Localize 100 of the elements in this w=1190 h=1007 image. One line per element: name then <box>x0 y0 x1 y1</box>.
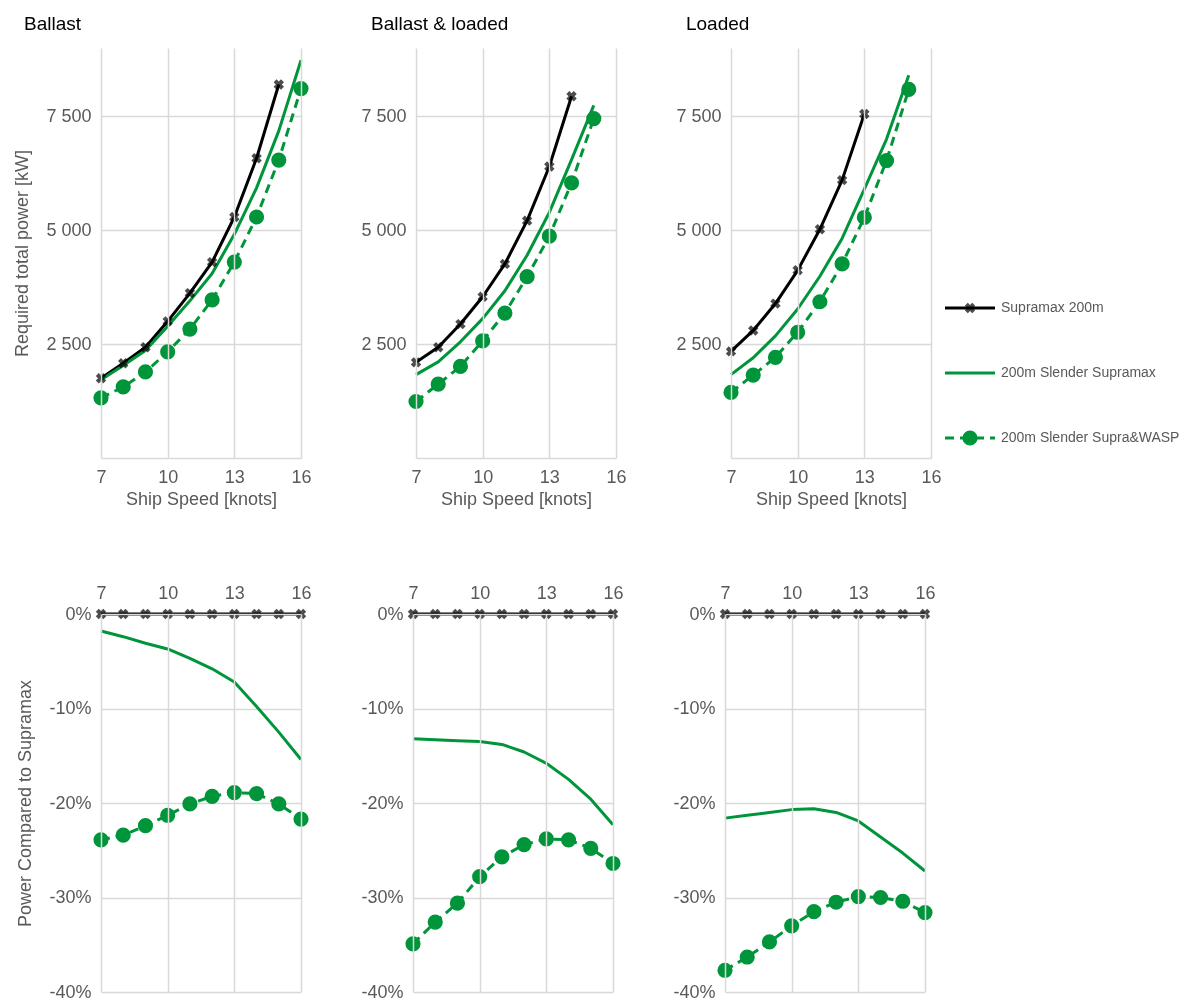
point <box>226 785 242 801</box>
y-tick-label: -10% <box>361 698 404 718</box>
point <box>229 608 240 620</box>
point <box>518 608 530 620</box>
point <box>472 869 488 885</box>
point <box>566 91 577 102</box>
point <box>494 849 510 865</box>
x-tick-label: 7 <box>408 582 419 603</box>
y-tick-label: -40% <box>49 981 92 1002</box>
y-tick-label: 2 500 <box>361 333 407 354</box>
point <box>430 376 446 392</box>
point <box>516 837 532 853</box>
point <box>477 291 488 302</box>
point <box>828 894 844 910</box>
point <box>585 608 596 620</box>
y-tick-label: 2 500 <box>676 333 722 354</box>
point <box>830 608 842 620</box>
point <box>901 81 917 98</box>
x-tick-label: 10 <box>788 466 809 487</box>
y-tick-label: 5 000 <box>676 219 722 240</box>
point <box>521 215 533 226</box>
point <box>742 608 753 620</box>
x-tick-label: 10 <box>782 582 803 603</box>
chart-title: Ballast <box>23 13 82 34</box>
y-tick-label: 2 500 <box>46 333 92 354</box>
point <box>499 258 511 270</box>
line-series <box>411 737 615 827</box>
point <box>430 608 441 620</box>
legend-label: 200m Slender Supramax <box>1001 364 1156 380</box>
point <box>814 224 826 235</box>
chart-title: Loaded <box>685 13 750 34</box>
x-tick-label: 10 <box>158 466 179 487</box>
y-axis-title: Power Compared to Supramax <box>15 679 36 928</box>
point <box>184 287 196 299</box>
point <box>248 209 265 225</box>
x-tick-label: 10 <box>470 582 491 603</box>
y-tick-label: -40% <box>673 981 716 1002</box>
point <box>850 888 866 905</box>
point <box>872 889 889 906</box>
x-tick-label: 13 <box>848 582 869 603</box>
point <box>745 367 761 383</box>
point <box>118 608 129 620</box>
point <box>739 949 755 965</box>
x-tick-label: 16 <box>291 582 312 603</box>
x-tick-label: 7 <box>96 582 107 603</box>
point <box>834 256 850 272</box>
y-tick-label: 7 500 <box>676 105 722 126</box>
point <box>95 373 107 384</box>
point <box>856 209 872 226</box>
point <box>806 904 822 920</box>
y-tick-label: -10% <box>673 698 716 718</box>
x-tick-label: 7 <box>720 582 731 603</box>
x-tick-label: 13 <box>539 466 560 487</box>
x-tick-label: 16 <box>921 466 942 487</box>
point <box>544 161 555 172</box>
x-tick-label: 13 <box>854 466 875 487</box>
point <box>767 349 784 365</box>
y-tick-label: -20% <box>673 792 716 813</box>
point <box>251 153 262 164</box>
point <box>725 346 737 357</box>
point <box>182 321 198 337</box>
point <box>248 785 265 802</box>
point <box>560 832 577 848</box>
point <box>853 608 864 620</box>
point <box>427 914 443 930</box>
y-tick-label: 7 500 <box>361 105 407 126</box>
y-tick-label: -40% <box>361 981 404 1002</box>
point <box>137 818 154 834</box>
point <box>583 840 599 856</box>
y-tick-label: 5 000 <box>46 219 92 240</box>
y-tick-label: 7 500 <box>46 105 92 126</box>
x-tick-label: 16 <box>606 466 627 487</box>
chart-title: Ballast & loaded <box>370 13 509 34</box>
y-tick-label: 0% <box>65 603 92 624</box>
point <box>204 788 220 804</box>
point <box>541 608 552 620</box>
x-tick-label: 10 <box>473 466 494 487</box>
point <box>812 294 828 310</box>
point <box>229 211 240 223</box>
point <box>895 893 911 909</box>
point <box>897 608 908 620</box>
point <box>140 342 151 353</box>
point <box>273 608 284 620</box>
legend-label: 200m Slender Supra&WASP <box>1001 429 1180 445</box>
point <box>271 796 287 812</box>
point <box>859 108 870 120</box>
y-tick-label: -30% <box>673 887 716 907</box>
point <box>496 608 508 620</box>
y-tick-label: 5 000 <box>361 219 407 240</box>
x-tick-label: 13 <box>224 466 245 487</box>
x-axis-title: Ship Speed [knots] <box>440 488 593 509</box>
point <box>449 895 466 911</box>
point <box>206 256 218 268</box>
line-series <box>723 807 927 873</box>
point <box>497 305 513 321</box>
x-tick-label: 10 <box>158 582 179 603</box>
point <box>748 325 759 336</box>
point <box>878 152 895 169</box>
point <box>410 357 422 368</box>
x-axis-title: Ship Speed [knots] <box>755 488 908 509</box>
